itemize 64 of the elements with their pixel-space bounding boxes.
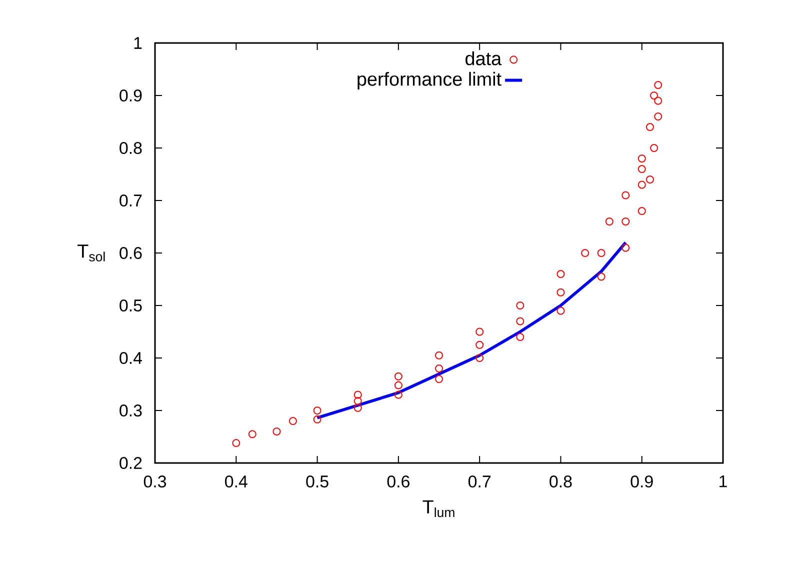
legend-label: data (466, 51, 502, 66)
point (394, 390, 402, 399)
point (581, 249, 590, 257)
y-tick-label: 0.2 (120, 457, 142, 469)
point (654, 112, 662, 120)
y-tick-label: 0.6 (120, 247, 142, 259)
y-tick-label: 1 (134, 37, 142, 49)
point (476, 354, 484, 362)
point (354, 404, 362, 412)
point (622, 244, 630, 252)
point (622, 191, 630, 200)
point (232, 439, 240, 448)
point (288, 417, 297, 425)
point (394, 381, 402, 390)
y-tick-label: 0.7 (120, 194, 142, 206)
point (556, 288, 565, 296)
x-tick-label: 1 (720, 476, 727, 488)
x-tick-label: 0.9 (630, 476, 653, 488)
point (638, 180, 646, 189)
y-tick-label: 0.8 (120, 142, 142, 154)
point (654, 96, 662, 105)
point (650, 92, 658, 100)
point (516, 302, 524, 310)
legend-label: performance limit (358, 72, 502, 90)
x-axis-title: T$_{lum}$ (422, 500, 454, 518)
point (476, 340, 484, 349)
point (516, 317, 524, 326)
point (605, 218, 614, 226)
point (248, 430, 256, 438)
y-axis-title: T$_{sol}$ (78, 244, 105, 262)
point (638, 154, 646, 162)
y-tick-label: 0.4 (120, 352, 142, 364)
point (435, 375, 444, 383)
point (516, 333, 524, 341)
point (313, 415, 322, 424)
y-tick-label: 0.9 (120, 90, 142, 102)
point (638, 165, 646, 173)
x-tick-label: 0.6 (387, 476, 410, 488)
point (646, 123, 654, 131)
point (646, 176, 654, 184)
x-tick-label: 0.5 (306, 476, 328, 488)
point (650, 144, 658, 152)
x-tick-label: 0.8 (550, 476, 572, 488)
point (622, 218, 630, 226)
x-tick-label: 0.4 (225, 476, 248, 488)
point (354, 390, 362, 399)
point (435, 351, 444, 360)
point (597, 272, 606, 281)
line-series (316, 241, 628, 420)
point (597, 249, 606, 257)
x-tick-label: 0.7 (468, 476, 490, 488)
point (272, 428, 281, 436)
point (476, 328, 484, 336)
point (556, 270, 565, 278)
point (638, 207, 646, 215)
point (354, 397, 362, 406)
point (435, 364, 444, 372)
point (556, 306, 565, 315)
x-tick-label: 0.3 (144, 476, 166, 488)
point (654, 81, 662, 89)
y-tick-label: 0.3 (120, 404, 142, 416)
point (394, 372, 402, 380)
point (313, 406, 322, 414)
y-tick-label: 0.5 (120, 300, 142, 312)
